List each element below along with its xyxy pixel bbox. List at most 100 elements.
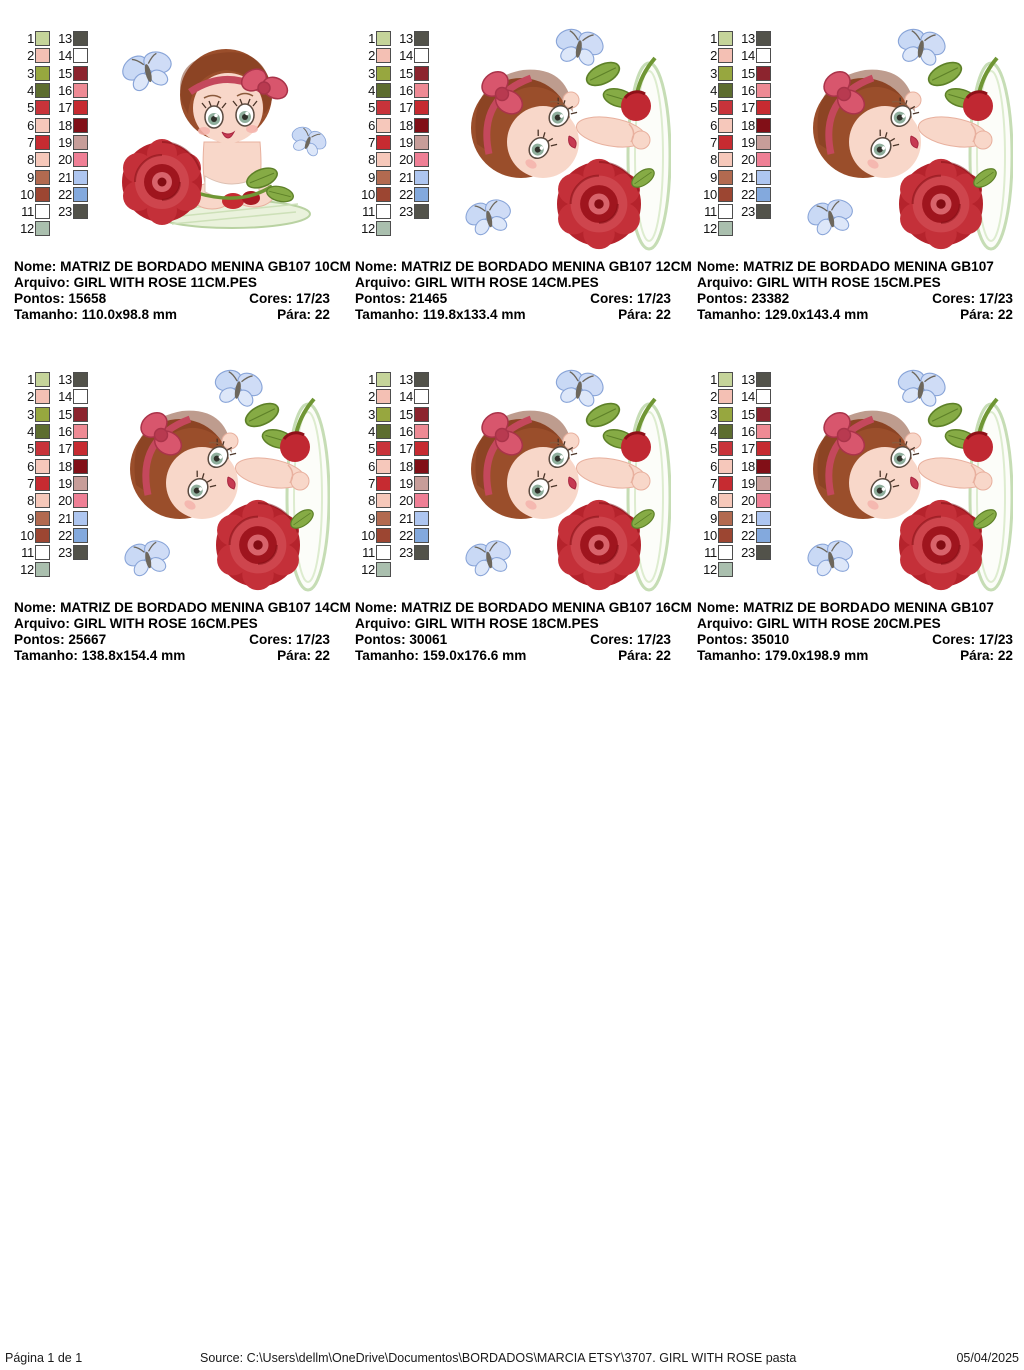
- thread-color-swatch: [376, 152, 391, 168]
- arquivo-value: GIRL WITH ROSE 14CM.PES: [414, 275, 599, 290]
- thread-number: 4: [368, 83, 375, 99]
- pontos: Pontos: 23382: [697, 291, 790, 306]
- embroidery-design-preview: [453, 28, 671, 256]
- para: Pára: 22: [277, 648, 330, 663]
- thread-color-swatch: [756, 475, 771, 491]
- palette-row: 4 16: [357, 423, 429, 440]
- thread-color-swatch: [376, 493, 391, 509]
- thread-number: 17: [741, 441, 755, 457]
- palette-row: 6 18: [699, 116, 771, 133]
- thread-number: 15: [741, 406, 755, 422]
- thread-color-swatch: [35, 389, 50, 405]
- thread-color-swatch: [414, 372, 429, 388]
- embroidery-design-preview: [112, 369, 330, 597]
- thread-number: 12: [20, 562, 34, 578]
- design-info: Nome: MATRIZ DE BORDADO MENINA GB107 Arq…: [697, 259, 1013, 323]
- thread-color-swatch: [718, 510, 733, 526]
- thread-color-swatch: [756, 152, 771, 168]
- stitches-colors-row: Pontos: 25667 Cores: 17/23: [14, 632, 330, 648]
- thread-color-swatch: [718, 100, 733, 116]
- palette-row: 9 21: [16, 168, 88, 185]
- palette-row: 12: [16, 561, 88, 578]
- thread-number: 2: [27, 389, 34, 405]
- palette-row: 3 15: [16, 65, 88, 82]
- stitches-colors-row: Pontos: 23382 Cores: 17/23: [697, 291, 1013, 307]
- thread-palette: 1 13 2 14 3 15 4 16 5 17 6 18 7 19 8 20 9 21 10 22 11 23 12: [699, 371, 771, 579]
- design-file: Arquivo: GIRL WITH ROSE 18CM.PES: [355, 616, 671, 632]
- thread-color-swatch: [718, 389, 733, 405]
- thread-number: 3: [27, 406, 34, 422]
- palette-row: 3 15: [699, 406, 771, 423]
- thread-color-swatch: [756, 204, 771, 220]
- palette-row: 2 14: [699, 47, 771, 64]
- thread-color-swatch: [35, 441, 50, 457]
- thread-number: 1: [710, 31, 717, 47]
- thread-color-swatch: [718, 169, 733, 185]
- thread-number: 9: [27, 169, 34, 185]
- thread-number: 9: [710, 169, 717, 185]
- embroidery-design-preview: [795, 28, 1013, 256]
- nome-value: MATRIZ DE BORDADO MENINA GB107 12CM: [401, 259, 692, 274]
- thread-color-swatch: [376, 475, 391, 491]
- thread-number: 4: [710, 424, 717, 440]
- thread-number: 19: [741, 475, 755, 491]
- thread-number: 11: [362, 204, 375, 220]
- tamanho: Tamanho: 138.8x154.4 mm: [14, 648, 186, 663]
- thread-color-swatch: [756, 134, 771, 150]
- thread-number: 16: [741, 83, 755, 99]
- thread-number: 18: [741, 458, 755, 474]
- palette-row: 12: [357, 561, 429, 578]
- arquivo-label: Arquivo:: [697, 275, 753, 290]
- palette-row: 7 19: [699, 475, 771, 492]
- source-path: Source: C:\Users\dellm\OneDrive\Document…: [200, 1351, 797, 1365]
- embroidery-design-preview: [795, 369, 1013, 597]
- palette-row: 8 20: [699, 151, 771, 168]
- thread-number: 15: [399, 406, 413, 422]
- nome-value: MATRIZ DE BORDADO MENINA GB107 16CM: [401, 600, 692, 615]
- embroidery-design-preview: [453, 369, 671, 597]
- thread-number: 4: [368, 424, 375, 440]
- thread-color-swatch: [756, 100, 771, 116]
- thread-number: 22: [58, 527, 72, 543]
- thread-color-swatch: [73, 152, 88, 168]
- para: Pára: 22: [618, 307, 671, 322]
- nome-label: Nome:: [697, 259, 740, 274]
- thread-number: 20: [399, 493, 413, 509]
- nome-value: MATRIZ DE BORDADO MENINA GB107: [743, 259, 994, 274]
- palette-row: 10 22: [699, 186, 771, 203]
- arquivo-label: Arquivo:: [355, 616, 411, 631]
- thread-number: 22: [399, 527, 413, 543]
- thread-number: 20: [741, 493, 755, 509]
- thread-color-swatch: [414, 134, 429, 150]
- design-card: 1 13 2 14 3 15 4 16 5 17 6 18 7 19 8 20 9 21 10 22 11 23 12 No…: [683, 28, 1024, 368]
- thread-color-swatch: [414, 475, 429, 491]
- thread-number: 22: [741, 527, 755, 543]
- palette-row: 4 16: [699, 423, 771, 440]
- palette-row: 5 17: [16, 99, 88, 116]
- thread-number: 22: [741, 186, 755, 202]
- palette-row: 8 20: [16, 151, 88, 168]
- palette-row: 11 23: [357, 203, 429, 220]
- thread-number: 6: [368, 117, 375, 133]
- thread-color-swatch: [73, 545, 88, 561]
- thread-number: 4: [27, 424, 34, 440]
- thread-number: 23: [58, 204, 72, 220]
- thread-color-swatch: [376, 169, 391, 185]
- cores: Cores: 17/23: [590, 291, 671, 306]
- nome-value: MATRIZ DE BORDADO MENINA GB107 14CM: [60, 600, 351, 615]
- palette-row: 9 21: [699, 509, 771, 526]
- thread-color-swatch: [718, 65, 733, 81]
- palette-row: 7 19: [16, 134, 88, 151]
- design-name: Nome: MATRIZ DE BORDADO MENINA GB107 14C…: [14, 600, 351, 616]
- palette-row: 1 13: [16, 371, 88, 388]
- thread-color-swatch: [718, 527, 733, 543]
- thread-color-swatch: [376, 65, 391, 81]
- thread-color-swatch: [718, 372, 733, 388]
- thread-number: 19: [399, 134, 413, 150]
- thread-number: 13: [58, 31, 72, 47]
- thread-color-swatch: [414, 545, 429, 561]
- thread-number: 21: [58, 169, 72, 185]
- thread-number: 7: [368, 134, 375, 150]
- thread-number: 19: [399, 475, 413, 491]
- thread-number: 19: [58, 134, 72, 150]
